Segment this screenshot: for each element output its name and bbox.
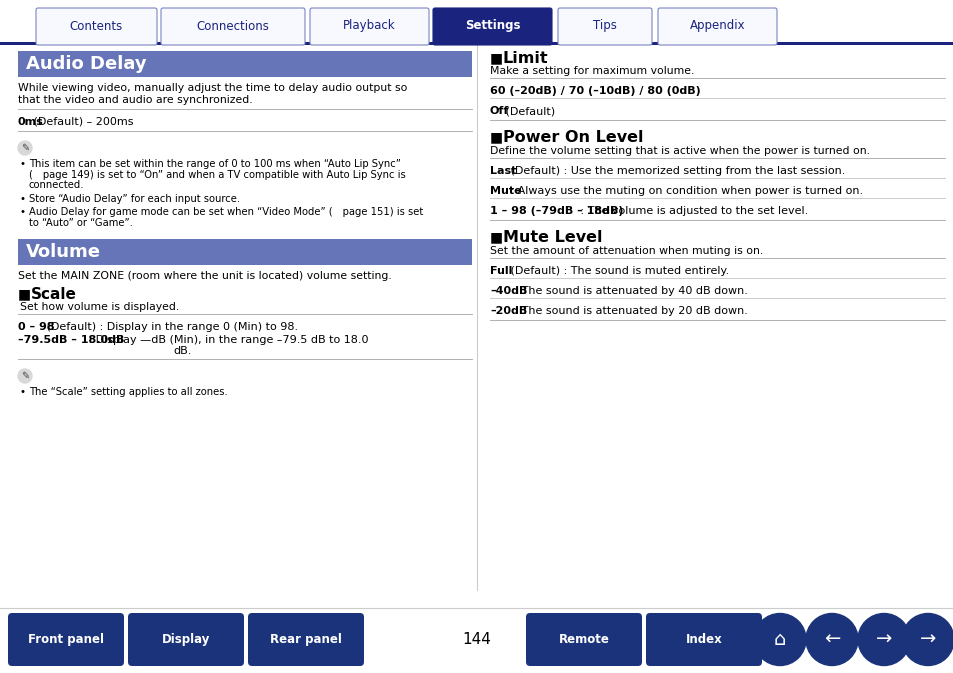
- Text: ■: ■: [18, 287, 31, 301]
- Text: connected.: connected.: [29, 180, 85, 190]
- Text: Make a setting for maximum volume.: Make a setting for maximum volume.: [490, 66, 694, 76]
- Circle shape: [18, 369, 32, 383]
- FancyBboxPatch shape: [558, 8, 651, 45]
- Text: •: •: [20, 194, 26, 203]
- FancyBboxPatch shape: [658, 8, 776, 45]
- Bar: [0, 42, 953, 45]
- Text: Full: Full: [490, 266, 512, 276]
- Text: –79.5dB – 18.0dB: –79.5dB – 18.0dB: [18, 335, 124, 345]
- Text: : The sound is attenuated by 20 dB down.: : The sound is attenuated by 20 dB down.: [510, 306, 747, 316]
- Text: →: →: [875, 630, 891, 649]
- Text: Settings: Settings: [464, 20, 519, 32]
- Text: 1 – 98 (–79dB – 18dB): 1 – 98 (–79dB – 18dB): [490, 206, 623, 216]
- Text: Rear panel: Rear panel: [270, 633, 341, 646]
- Bar: [18, 239, 472, 265]
- FancyBboxPatch shape: [161, 8, 305, 45]
- Text: ←: ←: [823, 630, 840, 649]
- Text: (Default): (Default): [502, 106, 555, 116]
- Text: This item can be set within the range of 0 to 100 ms when “Auto Lip Sync”: This item can be set within the range of…: [29, 159, 400, 169]
- Text: : Display —dB (Min), in the range –79.5 dB to 18.0: : Display —dB (Min), in the range –79.5 …: [85, 335, 368, 345]
- FancyBboxPatch shape: [525, 613, 641, 666]
- Text: : The volume is adjusted to the set level.: : The volume is adjusted to the set leve…: [577, 206, 808, 216]
- Text: that the video and audio are synchronized.: that the video and audio are synchronize…: [18, 95, 253, 105]
- Text: : Always use the muting on condition when power is turned on.: : Always use the muting on condition whe…: [506, 186, 862, 196]
- Text: •: •: [20, 159, 26, 169]
- Text: (Default) : The sound is muted entirely.: (Default) : The sound is muted entirely.: [506, 266, 728, 276]
- Circle shape: [18, 141, 32, 155]
- Text: While viewing video, manually adjust the time to delay audio output so: While viewing video, manually adjust the…: [18, 83, 407, 93]
- Text: Remote: Remote: [558, 633, 609, 646]
- Text: Tips: Tips: [593, 20, 617, 32]
- FancyBboxPatch shape: [248, 613, 364, 666]
- Circle shape: [753, 614, 805, 666]
- Text: Scale: Scale: [30, 287, 77, 302]
- Text: The “Scale” setting applies to all zones.: The “Scale” setting applies to all zones…: [29, 387, 228, 397]
- Text: (Default) – 200ms: (Default) – 200ms: [30, 117, 133, 127]
- Text: ⌂: ⌂: [773, 630, 785, 649]
- Text: Off: Off: [490, 106, 509, 116]
- Text: Front panel: Front panel: [28, 633, 104, 646]
- Text: Set how volume is displayed.: Set how volume is displayed.: [20, 302, 179, 312]
- Text: (Default) : Display in the range 0 (Min) to 98.: (Default) : Display in the range 0 (Min)…: [43, 322, 297, 332]
- Text: Appendix: Appendix: [689, 20, 744, 32]
- Text: Limit: Limit: [502, 51, 548, 66]
- Text: ■: ■: [490, 130, 502, 144]
- Text: Volume: Volume: [26, 243, 101, 261]
- Text: (Default) : Use the memorized setting from the last session.: (Default) : Use the memorized setting fr…: [506, 166, 844, 176]
- FancyBboxPatch shape: [36, 8, 157, 45]
- Text: Contents: Contents: [70, 20, 123, 32]
- Text: Playback: Playback: [343, 20, 395, 32]
- Text: •: •: [20, 207, 26, 217]
- Text: ■: ■: [490, 230, 502, 244]
- Text: →: →: [919, 630, 935, 649]
- Circle shape: [857, 614, 909, 666]
- Text: Store “Audio Delay” for each input source.: Store “Audio Delay” for each input sourc…: [29, 194, 240, 203]
- Text: Connections: Connections: [196, 20, 269, 32]
- Text: Index: Index: [685, 633, 721, 646]
- Text: Mute Level: Mute Level: [502, 230, 602, 245]
- Text: ■: ■: [490, 51, 502, 65]
- Text: Set the amount of attenuation when muting is on.: Set the amount of attenuation when mutin…: [490, 246, 762, 256]
- FancyBboxPatch shape: [128, 613, 244, 666]
- Text: : The sound is attenuated by 40 dB down.: : The sound is attenuated by 40 dB down.: [510, 286, 747, 296]
- Text: Set the MAIN ZONE (room where the unit is located) volume setting.: Set the MAIN ZONE (room where the unit i…: [18, 271, 392, 281]
- Text: ✎: ✎: [21, 143, 29, 153]
- Circle shape: [805, 614, 857, 666]
- Text: ✎: ✎: [21, 371, 29, 381]
- Text: 0ms: 0ms: [18, 117, 44, 127]
- Text: ( page 149) is set to “On” and when a TV compatible with Auto Lip Sync is: ( page 149) is set to “On” and when a TV…: [29, 170, 405, 180]
- Text: Audio Delay for game mode can be set when “Video Mode” ( page 151) is set: Audio Delay for game mode can be set whe…: [29, 207, 423, 217]
- Text: •: •: [20, 387, 26, 397]
- Bar: [18, 51, 472, 77]
- Text: to “Auto” or “Game”.: to “Auto” or “Game”.: [29, 217, 132, 227]
- Text: 0 – 98: 0 – 98: [18, 322, 54, 332]
- FancyBboxPatch shape: [310, 8, 429, 45]
- Text: –20dB: –20dB: [490, 306, 527, 316]
- Text: 60 (–20dB) / 70 (–10dB) / 80 (0dB): 60 (–20dB) / 70 (–10dB) / 80 (0dB): [490, 86, 700, 96]
- Text: Power On Level: Power On Level: [502, 130, 643, 145]
- Text: Mute: Mute: [490, 186, 521, 196]
- Text: Last: Last: [490, 166, 516, 176]
- Text: –40dB: –40dB: [490, 286, 527, 296]
- FancyBboxPatch shape: [645, 613, 761, 666]
- Text: Define the volume setting that is active when the power is turned on.: Define the volume setting that is active…: [490, 146, 869, 156]
- Text: dB.: dB.: [172, 346, 192, 356]
- Text: Audio Delay: Audio Delay: [26, 55, 147, 73]
- Text: Display: Display: [162, 633, 210, 646]
- Circle shape: [901, 614, 953, 666]
- FancyBboxPatch shape: [433, 8, 552, 45]
- Text: 144: 144: [462, 632, 491, 647]
- FancyBboxPatch shape: [8, 613, 124, 666]
